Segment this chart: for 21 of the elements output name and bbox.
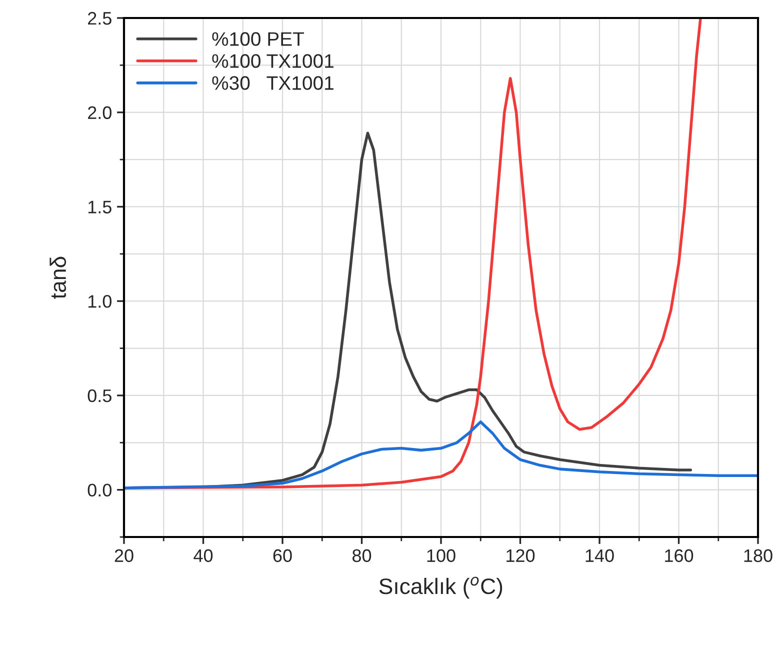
y-tick-label: 2.5 [88, 12, 112, 25]
y-axis-title: tanδ [50, 256, 66, 299]
x-tick-label: 40 [194, 549, 213, 562]
y-tick-label: 1.0 [88, 295, 112, 308]
legend-label: %100 TX1001 [212, 54, 334, 68]
x-tick-label: 80 [352, 549, 372, 562]
y-tick-label: 2.0 [88, 106, 112, 120]
line-series [124, 420, 758, 490]
y-tick-label: 0.0 [88, 484, 112, 497]
legend-label: %100 PET [212, 32, 304, 46]
x-tick-label: 120 [506, 549, 535, 562]
x-tick-label: 60 [273, 549, 292, 562]
x-tick-label: 20 [114, 549, 134, 562]
x-tick-label: 140 [586, 549, 614, 562]
x-tick-label: 160 [665, 549, 694, 562]
x-axis-title: Sıcaklık ($^{o}$C) [379, 576, 502, 599]
y-tick-label: 1.5 [88, 200, 112, 214]
legend-label: %30 TX1001 [212, 76, 334, 90]
x-tick-label: 100 [427, 549, 456, 562]
y-tick-label: 0.5 [88, 389, 112, 402]
x-tick-label: 180 [744, 549, 772, 562]
